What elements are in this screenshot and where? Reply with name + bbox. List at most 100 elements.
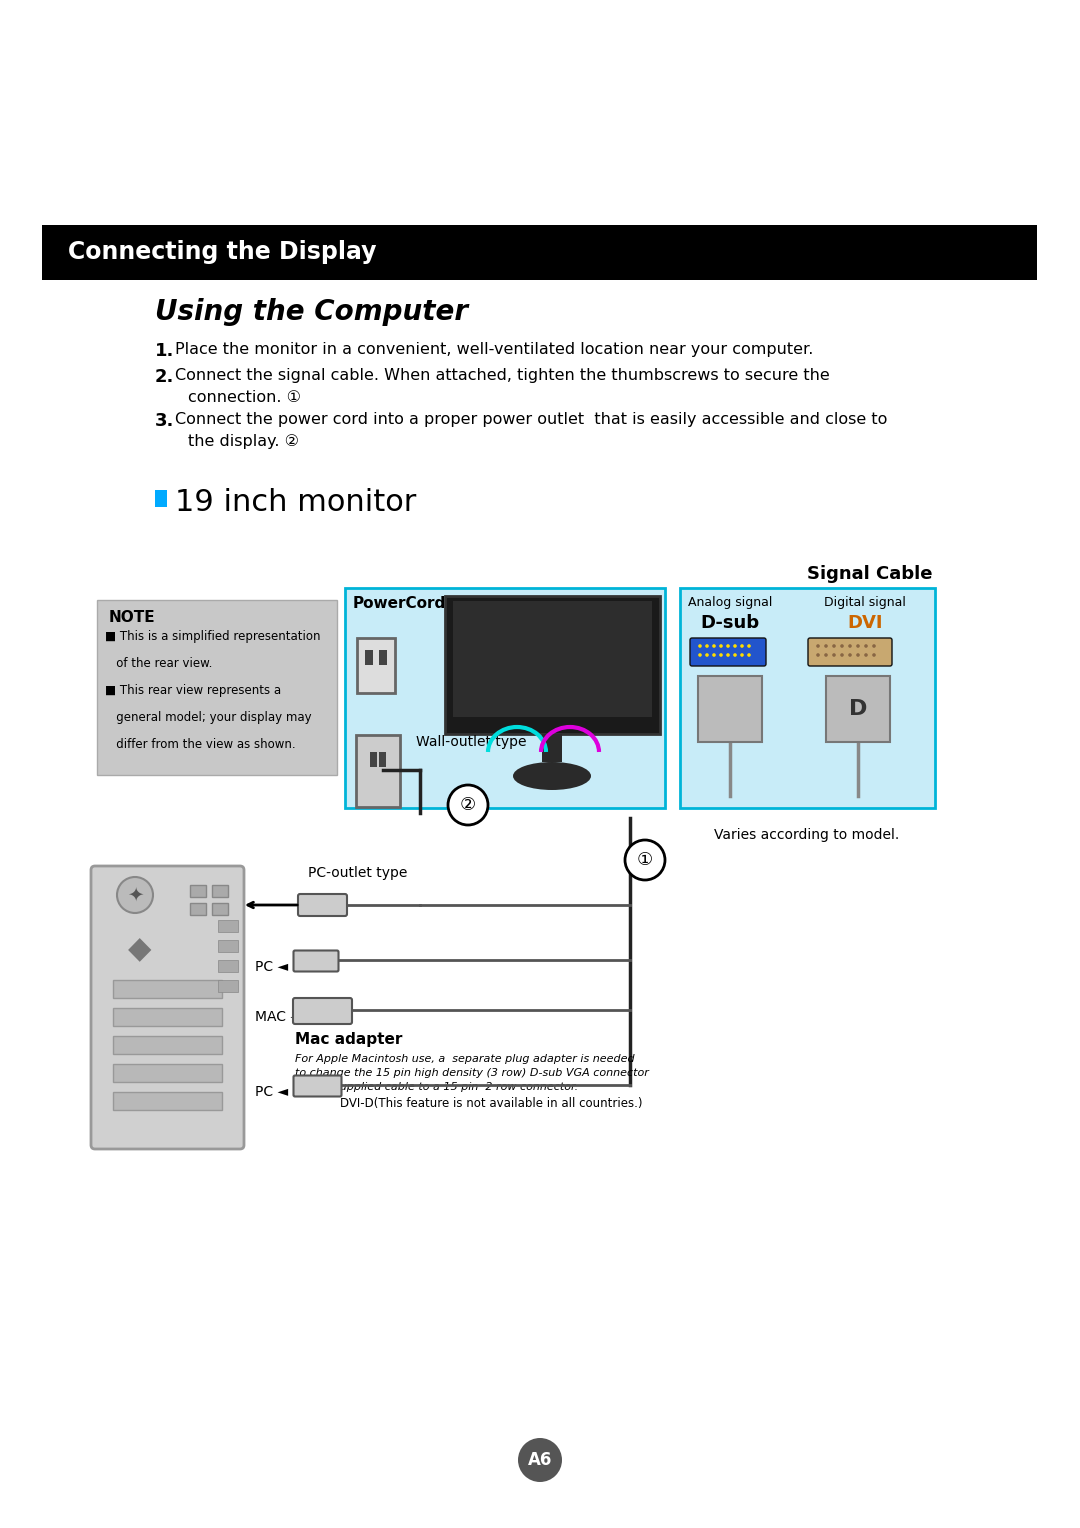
Circle shape xyxy=(747,652,751,657)
Bar xyxy=(190,903,206,915)
Circle shape xyxy=(740,645,744,648)
Circle shape xyxy=(733,652,737,657)
Bar xyxy=(218,979,238,992)
Circle shape xyxy=(712,645,716,648)
Text: general model; your display may: general model; your display may xyxy=(105,711,312,724)
Text: ■ This rear view represents a: ■ This rear view represents a xyxy=(105,685,281,697)
Circle shape xyxy=(733,645,737,648)
Circle shape xyxy=(448,785,488,825)
Bar xyxy=(357,639,395,694)
Text: ■ This is a simplified representation: ■ This is a simplified representation xyxy=(105,630,321,643)
Circle shape xyxy=(705,652,708,657)
Bar xyxy=(113,1036,222,1054)
FancyBboxPatch shape xyxy=(826,675,890,743)
Circle shape xyxy=(740,652,744,657)
Circle shape xyxy=(873,645,876,648)
Text: Wall-outlet type: Wall-outlet type xyxy=(416,735,527,749)
Bar xyxy=(190,885,206,897)
Bar xyxy=(379,752,386,767)
Circle shape xyxy=(856,645,860,648)
Text: MAC ◄: MAC ◄ xyxy=(255,1010,301,1024)
Text: PC-outlet type: PC-outlet type xyxy=(308,866,407,880)
Text: Connect the signal cable. When attached, tighten the thumbscrews to secure the: Connect the signal cable. When attached,… xyxy=(175,368,829,384)
Circle shape xyxy=(726,652,730,657)
Bar xyxy=(97,601,337,775)
Text: ①: ① xyxy=(637,851,653,869)
Circle shape xyxy=(705,645,708,648)
Bar xyxy=(113,979,222,998)
Text: on the supplied cable to a 15 pin  2 row connector.: on the supplied cable to a 15 pin 2 row … xyxy=(295,1082,578,1093)
Text: Connecting the Display: Connecting the Display xyxy=(68,240,377,264)
Ellipse shape xyxy=(513,762,591,790)
Text: ◆: ◆ xyxy=(129,935,152,964)
Text: PC ◄: PC ◄ xyxy=(255,960,288,973)
Text: Place the monitor in a convenient, well-ventilated location near your computer.: Place the monitor in a convenient, well-… xyxy=(175,342,813,358)
Bar xyxy=(212,903,228,915)
FancyBboxPatch shape xyxy=(293,998,352,1024)
FancyBboxPatch shape xyxy=(294,950,338,972)
Text: Analog signal: Analog signal xyxy=(688,596,772,610)
Circle shape xyxy=(698,652,702,657)
Bar xyxy=(113,1093,222,1109)
Text: Signal Cable: Signal Cable xyxy=(807,565,933,584)
Bar xyxy=(212,885,228,897)
Bar xyxy=(218,940,238,952)
FancyBboxPatch shape xyxy=(294,1076,341,1097)
Text: D-sub: D-sub xyxy=(701,614,759,633)
Circle shape xyxy=(840,645,843,648)
Text: PC ◄: PC ◄ xyxy=(255,1085,288,1099)
Text: A6: A6 xyxy=(528,1452,552,1468)
Text: connection. ①: connection. ① xyxy=(188,390,301,405)
Text: Using the Computer: Using the Computer xyxy=(156,298,468,325)
Text: Digital signal: Digital signal xyxy=(824,596,906,610)
FancyBboxPatch shape xyxy=(298,894,347,915)
Bar xyxy=(218,960,238,972)
Bar xyxy=(113,1063,222,1082)
Text: the display. ②: the display. ② xyxy=(188,434,299,449)
Circle shape xyxy=(864,645,868,648)
Bar xyxy=(42,225,1037,280)
Bar xyxy=(218,920,238,932)
Circle shape xyxy=(719,652,723,657)
Circle shape xyxy=(698,645,702,648)
Text: NOTE: NOTE xyxy=(109,610,156,625)
Text: DVI: DVI xyxy=(847,614,882,633)
FancyBboxPatch shape xyxy=(91,866,244,1149)
Text: PowerCord: PowerCord xyxy=(353,596,446,611)
Text: D: D xyxy=(849,698,867,720)
Text: ✦: ✦ xyxy=(126,886,144,905)
Bar xyxy=(156,490,167,507)
Bar xyxy=(365,649,373,665)
Bar xyxy=(453,601,652,717)
Bar xyxy=(356,735,400,807)
Text: differ from the view as shown.: differ from the view as shown. xyxy=(105,738,296,750)
Bar xyxy=(542,733,562,762)
FancyBboxPatch shape xyxy=(808,639,892,666)
Circle shape xyxy=(840,652,843,657)
FancyBboxPatch shape xyxy=(698,675,762,743)
Circle shape xyxy=(848,652,852,657)
Circle shape xyxy=(518,1438,562,1482)
Circle shape xyxy=(824,652,827,657)
Circle shape xyxy=(848,645,852,648)
Circle shape xyxy=(816,645,820,648)
Bar xyxy=(680,588,935,808)
Text: 2.: 2. xyxy=(156,368,174,387)
Circle shape xyxy=(625,840,665,880)
Circle shape xyxy=(833,645,836,648)
Text: Connect the power cord into a proper power outlet  that is easily accessible and: Connect the power cord into a proper pow… xyxy=(175,413,888,426)
Text: of the rear view.: of the rear view. xyxy=(105,657,213,669)
Bar xyxy=(445,596,660,733)
FancyBboxPatch shape xyxy=(690,639,766,666)
Circle shape xyxy=(864,652,868,657)
Text: Varies according to model.: Varies according to model. xyxy=(714,828,900,842)
Circle shape xyxy=(856,652,860,657)
Circle shape xyxy=(833,652,836,657)
Circle shape xyxy=(719,645,723,648)
Text: to change the 15 pin high density (3 row) D-sub VGA connector: to change the 15 pin high density (3 row… xyxy=(295,1068,649,1077)
Bar xyxy=(379,649,387,665)
Circle shape xyxy=(726,645,730,648)
Circle shape xyxy=(747,645,751,648)
Circle shape xyxy=(824,645,827,648)
Circle shape xyxy=(117,877,153,914)
